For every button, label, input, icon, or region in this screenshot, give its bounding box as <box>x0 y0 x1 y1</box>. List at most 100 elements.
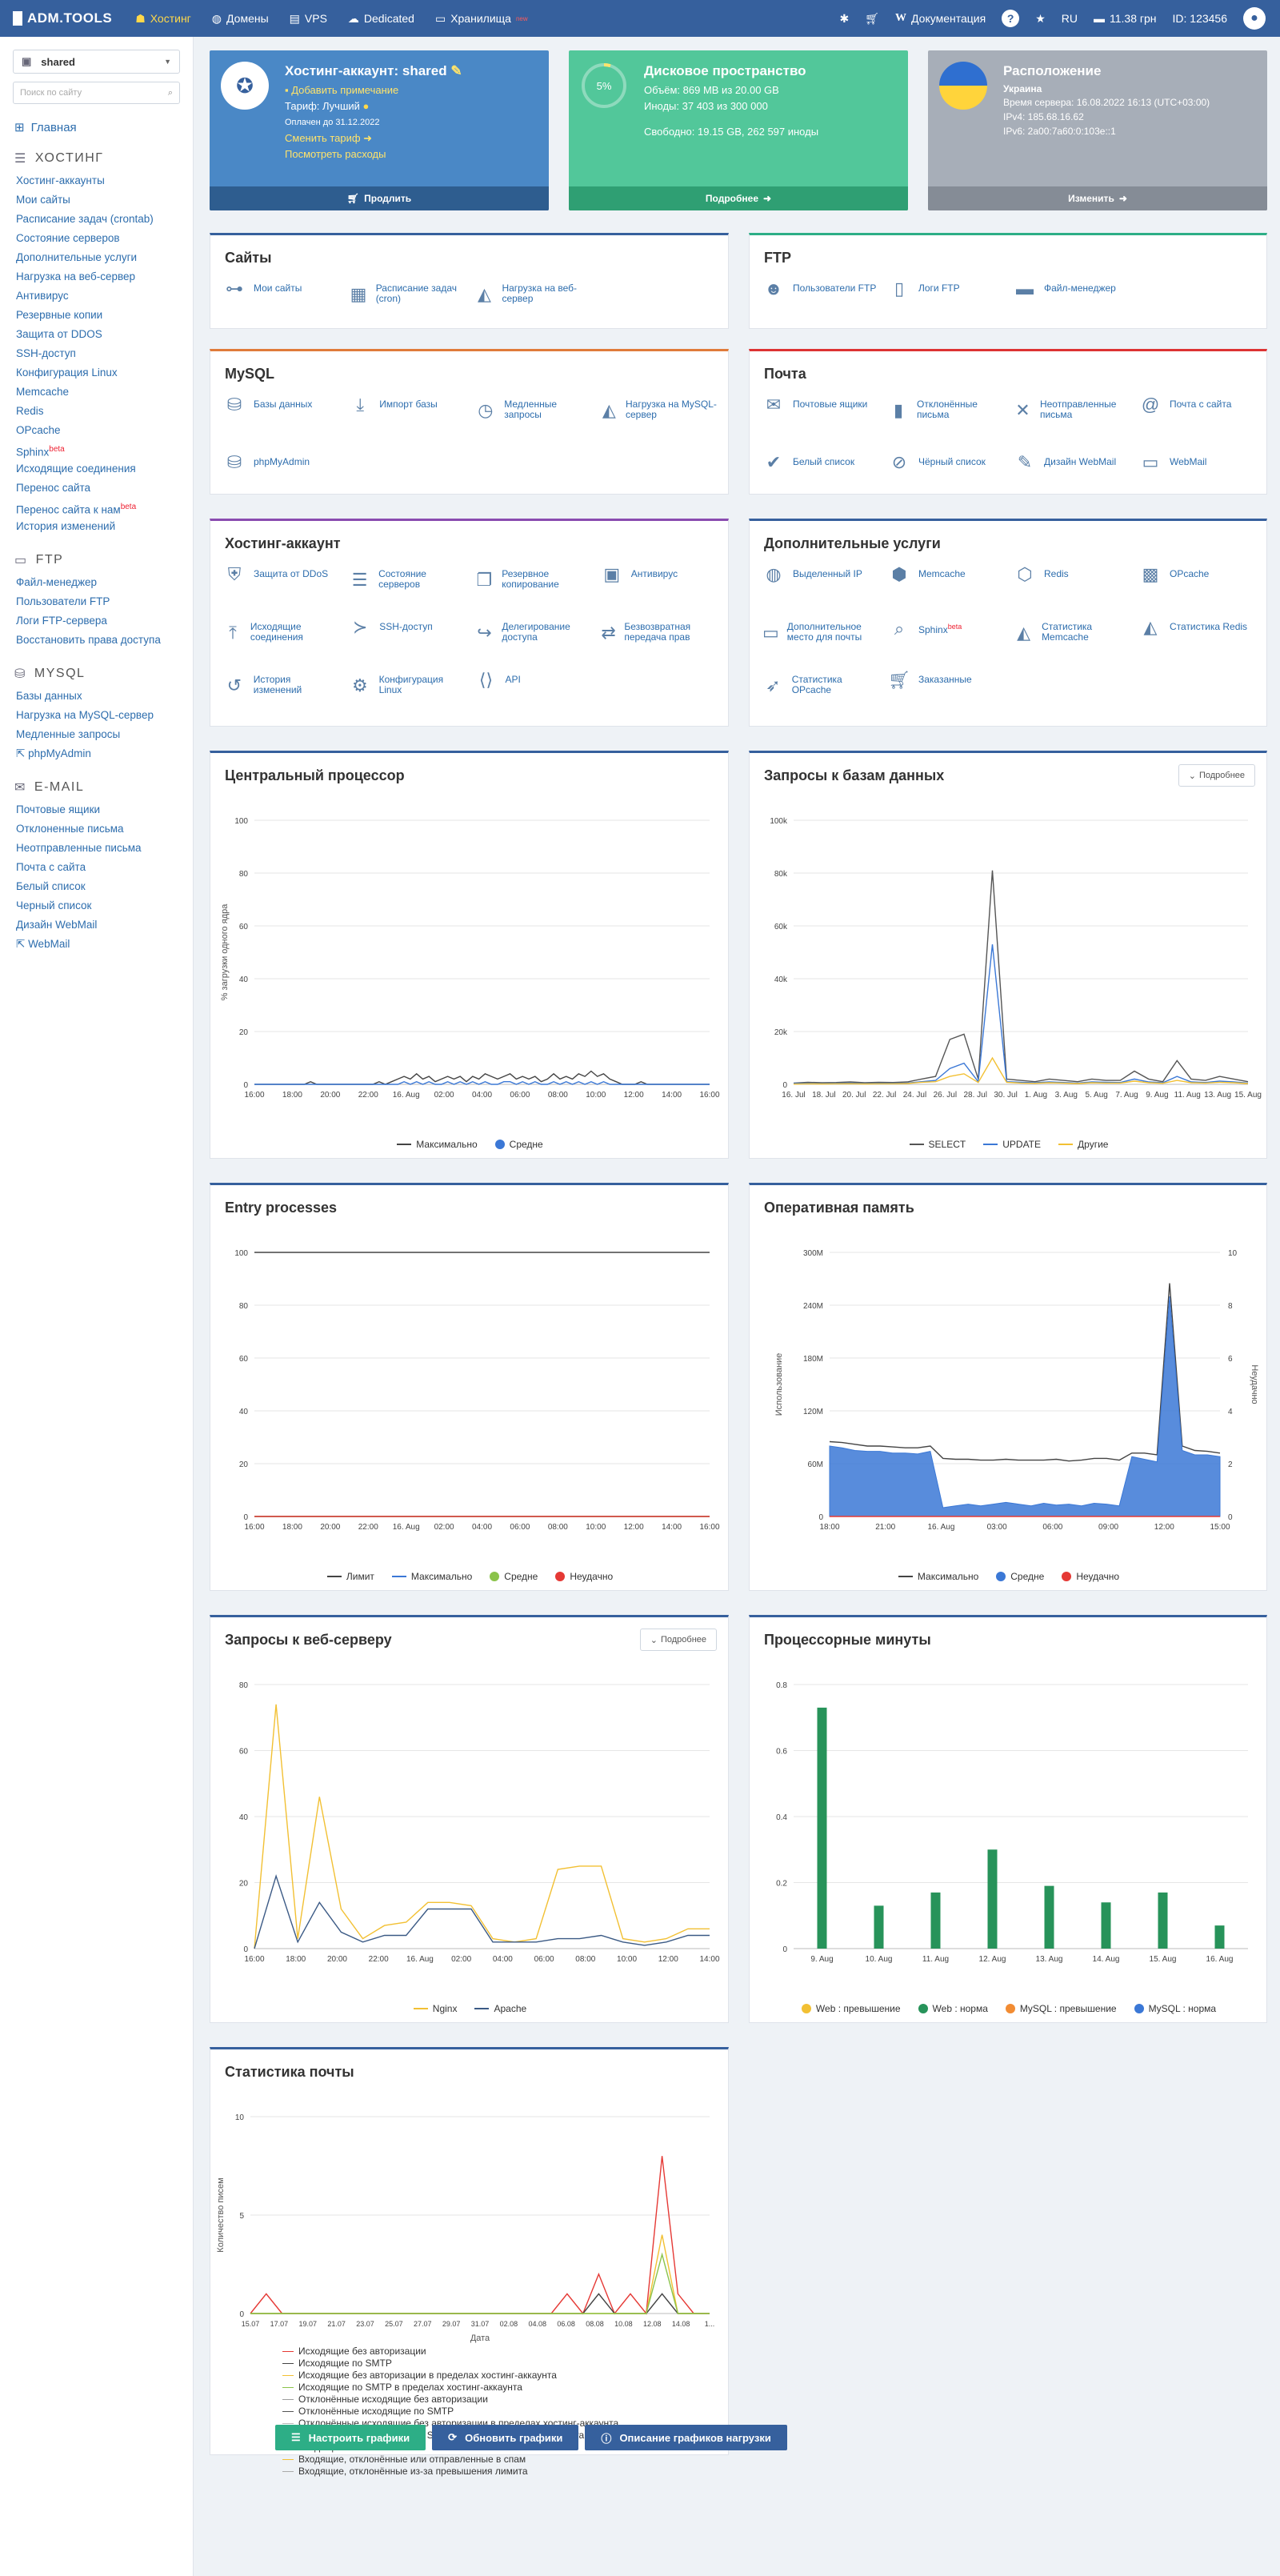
service-link[interactable]: ↪ Делегирование доступа <box>475 622 593 643</box>
legend-item[interactable]: Другие <box>1058 1139 1108 1150</box>
sidebar-item[interactable]: Memcache <box>16 386 70 398</box>
service-link[interactable]: ✎ Дизайн WebMail <box>1014 454 1131 471</box>
legend-item[interactable]: Средне <box>996 1571 1044 1582</box>
service-link[interactable]: ☻ Пользователи FTP <box>762 280 880 298</box>
sidebar-item[interactable]: Черный список <box>16 899 92 911</box>
service-link[interactable]: ⛁ phpMyAdmin <box>223 454 341 471</box>
favorites-button[interactable]: ★ <box>1027 0 1054 37</box>
sidebar-item[interactable]: Исходящие соединения <box>16 463 136 475</box>
service-link[interactable]: ⤓ Импорт базы <box>349 396 466 414</box>
sidebar-item[interactable]: Отклоненные письма <box>16 823 124 835</box>
service-link[interactable]: ⤒ Исходящие соединения <box>223 622 341 643</box>
language-select[interactable]: RU <box>1061 12 1078 25</box>
legend-item[interactable]: Максимально <box>391 1571 472 1582</box>
legend-item[interactable]: Неудачно <box>555 1571 613 1582</box>
change-tariff-link[interactable]: Сменить тариф ➜ <box>285 132 373 144</box>
service-link[interactable]: ▮ Отклонённые письма <box>888 399 1006 420</box>
legend-item[interactable]: Максимально <box>898 1571 978 1582</box>
legend-item[interactable]: UPDATE <box>983 1139 1041 1150</box>
service-link[interactable]: ◭ Статистика Redis <box>1139 619 1257 636</box>
nav-storage[interactable]: ▭ Хранилища new <box>434 11 528 26</box>
sidebar-item[interactable]: Неотправленные письма <box>16 842 142 854</box>
service-link[interactable]: ✕ Неотправленные письма <box>1014 399 1131 420</box>
service-link[interactable]: ✔ Белый список <box>762 454 880 471</box>
bug-button[interactable]: ✱ <box>832 0 858 37</box>
legend-item[interactable]: Исходящие без авторизации <box>282 2346 618 2358</box>
legend-item[interactable]: Исходящие по SMTP <box>282 2358 618 2370</box>
sidebar-item[interactable]: Резервные копии <box>16 309 103 321</box>
legend-item[interactable]: Web : превышение <box>801 2003 901 2014</box>
service-link[interactable]: ▬ Файл-менеджер <box>1014 280 1131 298</box>
sidebar-item[interactable]: Файл-менеджер <box>16 576 98 588</box>
sidebar-item[interactable]: ⇱ WebMail <box>16 938 70 950</box>
service-link[interactable]: ◭ Нагрузка на MySQL-сервер <box>601 399 718 420</box>
legend-item[interactable]: Лимит <box>326 1571 374 1582</box>
refresh-charts-button[interactable]: ⟳ Обновить графики <box>432 2425 579 2450</box>
nav-domains[interactable]: ◍ Домены <box>211 11 269 26</box>
edit-icon[interactable]: ✎ <box>450 63 462 78</box>
service-link[interactable]: ⊘ Чёрный список <box>888 454 1006 471</box>
sidebar-item[interactable]: Защита от DDOS <box>16 328 102 340</box>
sidebar-item[interactable]: Нагрузка на MySQL-сервер <box>16 709 154 721</box>
service-link[interactable]: ⛨ Защита от DDoS <box>223 566 341 583</box>
add-note-link[interactable]: ▪ Добавить примечание <box>285 84 399 96</box>
service-link[interactable]: ➶ Статистика OPcache <box>762 675 880 695</box>
service-link[interactable]: ◭ Нагрузка на веб-сервер <box>475 283 593 304</box>
service-link[interactable]: ≻ SSH-доступ <box>349 619 466 636</box>
service-link[interactable]: ◷ Медленные запросы <box>475 399 593 420</box>
service-link[interactable]: ⛁ Базы данных <box>223 396 341 414</box>
legend-item[interactable]: Входящие, отклонённые из-за превышения л… <box>282 2466 618 2478</box>
logo[interactable]: ADM.TOOLS <box>0 10 125 26</box>
sidebar-item[interactable]: Пользователи FTP <box>16 595 110 607</box>
balance[interactable]: ▬ 11.38 грн <box>1093 12 1157 25</box>
docs-link[interactable]: W Документация <box>895 12 986 25</box>
service-link[interactable]: ↺ История изменений <box>223 675 341 695</box>
sidebar-item[interactable]: Медленные запросы <box>16 728 121 740</box>
sidebar-item[interactable]: Антивирус <box>16 290 69 302</box>
service-link[interactable]: ▭ WebMail <box>1139 454 1257 471</box>
service-link[interactable]: ❐ Резервное копирование <box>476 568 559 590</box>
legend-item[interactable]: MySQL : превышение <box>1005 2003 1117 2014</box>
sidebar-item[interactable]: OPcache <box>16 424 61 436</box>
service-link[interactable]: ▭ Дополнительное место для почты <box>762 621 862 643</box>
service-link[interactable]: ⚙ Конфигурация Linux <box>349 675 466 695</box>
sidebar-item[interactable]: Дизайн WebMail <box>16 919 98 931</box>
service-link[interactable]: ▦ Расписание задач (cron) <box>350 282 458 304</box>
service-link[interactable]: ⬡ Redis <box>1014 566 1131 583</box>
service-link[interactable]: ⇄ Безвозвратная передача прав <box>601 621 691 643</box>
sidebar-item[interactable]: Белый список <box>16 880 86 892</box>
legend-item[interactable]: Отклонённые исходящие по SMTP <box>282 2406 618 2418</box>
cart-button[interactable]: 🛒︎ <box>857 0 887 37</box>
sidebar-item[interactable]: Почтовые ящики <box>16 803 101 815</box>
nav-dedicated[interactable]: ☁ Dedicated <box>347 11 414 26</box>
renew-button[interactable]: 🛒︎ Продлить <box>210 186 549 210</box>
chart-details-button[interactable]: ⌄ Подробнее <box>1178 764 1255 787</box>
sidebar-item[interactable]: Конфигурация Linux <box>16 367 118 379</box>
legend-item[interactable]: Отклонённые исходящие без авторизации <box>282 2394 618 2406</box>
legend-item[interactable]: SELECT <box>909 1139 966 1150</box>
chart-details-button[interactable]: ⌄ Подробнее <box>639 1629 717 1651</box>
sidebar-item[interactable]: Базы данных <box>16 690 82 702</box>
disk-details-button[interactable]: Подробнее ➜ <box>569 186 908 210</box>
legend-item[interactable]: MySQL : норма <box>1134 2003 1216 2014</box>
sidebar-item[interactable]: Дополнительные услуги <box>16 251 138 263</box>
legend-item[interactable]: Средне <box>490 1571 538 1582</box>
sidebar-item[interactable]: Sphinxbeta <box>16 445 65 459</box>
legend-item[interactable]: Максимально <box>397 1139 478 1150</box>
service-link[interactable]: ▯ Логи FTP <box>888 280 1006 298</box>
service-link[interactable]: ◍ Выделенный IP <box>762 566 880 583</box>
sidebar-item[interactable]: Redis <box>16 405 44 417</box>
service-link[interactable]: ⬢ Memcache <box>888 566 1006 583</box>
nav-hosting[interactable]: ☗ Хостинг <box>135 11 191 26</box>
sidebar-home[interactable]: ⊞ Главная <box>14 120 77 135</box>
sidebar-item[interactable]: Состояние серверов <box>16 232 120 244</box>
sidebar-item[interactable]: Мои сайты <box>16 194 70 206</box>
legend-item[interactable]: Web : норма <box>918 2003 988 2014</box>
service-link[interactable]: ⌕ Sphinxbeta <box>888 620 1006 638</box>
service-link[interactable]: ▣ Антивирус <box>601 566 718 583</box>
service-link[interactable]: 🛒︎ Заказанные <box>888 670 972 690</box>
service-link[interactable]: ▩ OPcache <box>1139 566 1257 583</box>
legend-item[interactable]: Входящие, отклонённые или отправленные в… <box>282 2454 618 2466</box>
account-select[interactable]: ▣ shared ▼ <box>13 50 180 74</box>
service-link[interactable]: @ Почта с сайта <box>1139 396 1257 414</box>
